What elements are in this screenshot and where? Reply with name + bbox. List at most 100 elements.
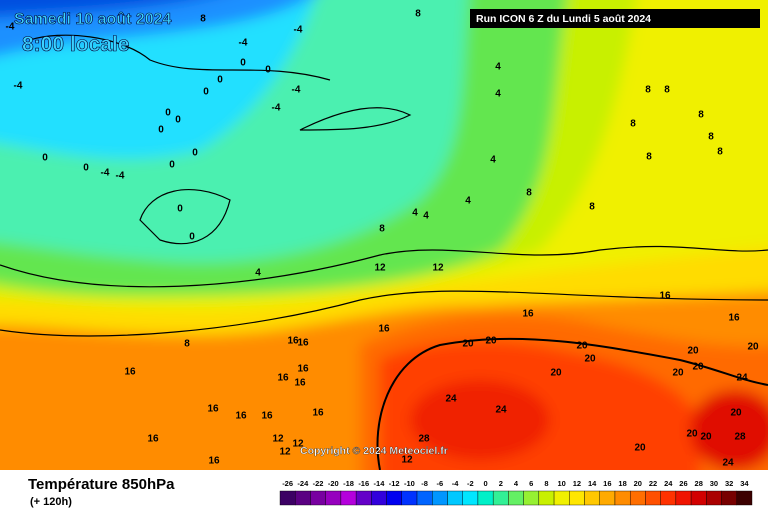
contour-label: 16 [147,434,159,445]
contour-label: 20 [747,342,759,353]
colorbar-label: 8 [544,479,548,488]
contour-label: 20 [584,354,596,365]
colorbar-label: 20 [634,479,642,488]
colorbar-cell [523,490,540,506]
colorbar-label: -16 [358,479,369,488]
contour-label: 0 [217,75,223,86]
colorbar-cell [584,490,600,506]
contour-label: 0 [158,125,164,136]
contour-label: 12 [272,434,284,445]
contour-label: 12 [401,455,413,466]
contour-label: 0 [165,108,171,119]
contour-label: 16 [261,411,273,422]
colorbar-label: 14 [588,479,597,488]
colorbar-label: 28 [695,479,703,488]
contour-label: 16 [208,456,220,467]
contour-label: 16 [277,373,289,384]
colorbar-label: -18 [343,479,354,488]
run-box [470,9,760,28]
contour-label: 4 [465,196,471,207]
colorbar-label: 32 [725,479,733,488]
colorbar-label: 24 [664,479,673,488]
colorbar-cell [690,490,707,506]
contour-label: 20 [700,432,712,443]
contour-label: 8 [664,85,670,96]
contour-label: 4 [412,208,418,219]
colorbar-cell [432,490,448,506]
contour-label: 20 [634,443,646,454]
contour-label: 12 [374,263,386,274]
contour-label: 16 [124,367,136,378]
contour-label: 8 [645,85,651,96]
contour-label: 4 [423,211,429,222]
colorbar-label: -22 [313,479,324,488]
colorbar-label: -20 [328,479,339,488]
contour-label: 8 [630,119,636,130]
contour-label: 8 [646,152,652,163]
contour-label: 8 [717,147,723,158]
contour-label: 0 [192,148,198,159]
contour-label: 20 [485,336,497,347]
colorbar-cell [386,490,403,506]
copyright: Copyright © 2024 Meteociel.fr [300,445,448,457]
colorbar-cell [310,490,326,506]
colorbar-label: 6 [529,479,533,488]
colorbar-cell [675,490,692,506]
contour-label: 12 [279,447,291,458]
contour-label: 8 [379,224,385,235]
date: Samedi 10 août 2024 [14,11,172,28]
colorbar-cell [492,490,509,506]
colorbar-label: 34 [740,479,749,488]
contour-label: 16 [235,411,247,422]
colorbar-label: 2 [499,479,503,488]
contour-label: 20 [550,368,562,379]
colorbar-cell [614,490,631,506]
contour-label: 8 [415,9,421,20]
contour-label: 20 [672,368,684,379]
colorbar-label: 22 [649,479,657,488]
contour-label: -4 [14,81,23,92]
colorbar-cell [401,490,418,506]
colorbar-cell [295,490,311,506]
colorbar-label: 12 [573,479,581,488]
contour-label: 20 [730,408,742,419]
colorbar-cell [508,490,524,506]
contour-label: 0 [175,115,181,126]
contour-label: 0 [83,163,89,174]
colorbar-label: -14 [374,479,386,488]
contour-label: -4 [239,38,248,49]
colorbar-label: 4 [514,479,519,488]
contour-label: 16 [522,309,534,320]
colorbar-cell [447,490,463,506]
colorbar-label: 16 [603,479,611,488]
contour-label: 20 [576,341,588,352]
contour-label: 0 [189,232,195,243]
colorbar-label: -10 [404,479,415,488]
colorbar-label: -12 [389,479,400,488]
contour-label: 12 [292,439,304,450]
contour-label: 16 [659,291,671,302]
contour-label: 20 [687,346,699,357]
contour-label: 0 [42,153,48,164]
contour-label: 16 [287,336,299,347]
colorbar-label: 0 [483,479,487,488]
contour-label: 16 [294,378,306,389]
colorbar-cell [569,490,585,506]
contour-label: 16 [297,364,309,375]
colorbar: -26 -24 -22 -20 -18 -16 -14 -12 -10 -8 -6 -4 -2 0 2 4 6 8… [279,479,753,506]
contour-label: 28 [734,432,746,443]
contour-label: 0 [177,204,183,215]
colorbar-cell [553,490,570,506]
legend-title: Température 850hPa [28,476,175,493]
contour-label: 8 [184,339,190,350]
contour-label: -4 [6,22,15,33]
contour-label: 16 [297,338,309,349]
colorbar-cell [340,490,357,506]
contour-label: 24 [445,394,457,405]
colorbar-label: 30 [710,479,718,488]
colorbar-label: -4 [452,479,459,488]
contour-label: 8 [698,110,704,121]
contour-label: 24 [495,405,507,416]
legend-lead: (+ 120h) [30,496,72,508]
